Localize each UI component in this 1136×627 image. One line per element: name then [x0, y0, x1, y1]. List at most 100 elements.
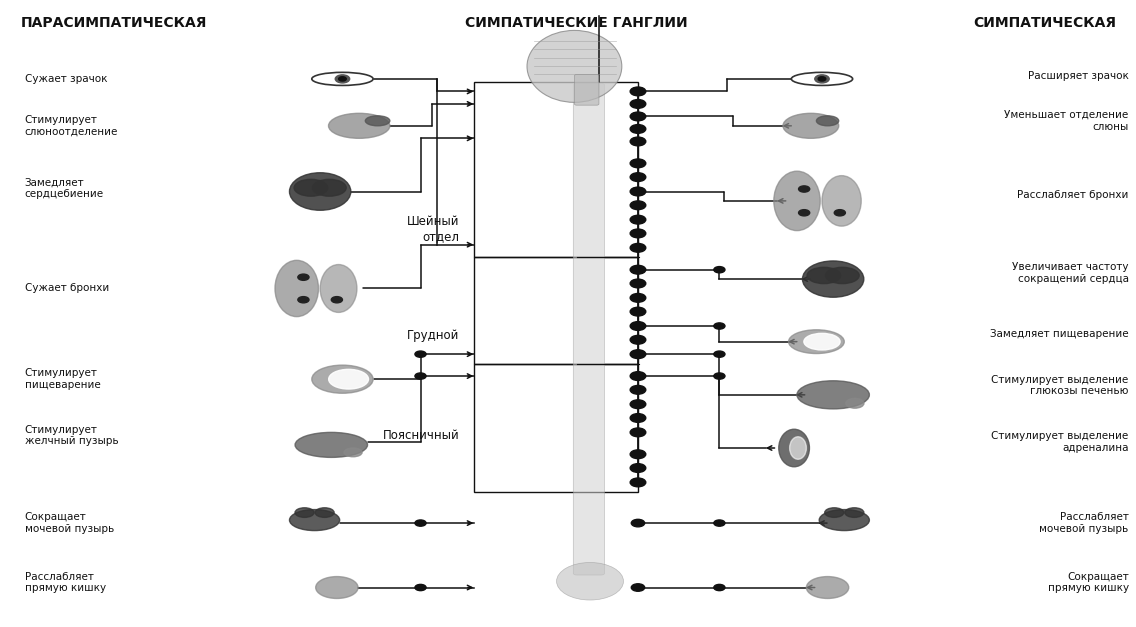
Circle shape	[630, 243, 645, 252]
Circle shape	[298, 297, 309, 303]
Ellipse shape	[804, 334, 841, 350]
Bar	[474, 257, 638, 364]
Text: Расслабляет бронхи: Расслабляет бронхи	[1017, 189, 1129, 199]
Text: Увеличивает частоту
сокращений сердца: Увеличивает частоту сокращений сердца	[1012, 262, 1129, 283]
Circle shape	[799, 186, 810, 192]
Text: Сокращает
мочевой пузырь: Сокращает мочевой пузырь	[25, 512, 114, 534]
Circle shape	[632, 350, 644, 358]
Circle shape	[339, 76, 346, 81]
Circle shape	[630, 125, 645, 134]
Ellipse shape	[311, 365, 373, 393]
Circle shape	[799, 209, 810, 216]
Ellipse shape	[295, 433, 368, 457]
Circle shape	[630, 187, 645, 196]
Circle shape	[632, 113, 644, 120]
Circle shape	[630, 463, 645, 472]
Circle shape	[713, 323, 725, 329]
Ellipse shape	[311, 72, 373, 85]
Circle shape	[630, 386, 645, 394]
Ellipse shape	[825, 508, 844, 517]
Text: Стимулирует
пищеварение: Стимулирует пищеварение	[25, 369, 100, 390]
Circle shape	[630, 215, 645, 224]
Ellipse shape	[807, 267, 841, 283]
Circle shape	[630, 372, 645, 381]
Ellipse shape	[295, 508, 314, 517]
Ellipse shape	[320, 265, 357, 312]
Circle shape	[630, 450, 645, 458]
Circle shape	[630, 307, 645, 316]
Circle shape	[415, 373, 426, 379]
Text: Расслабляет
мочевой пузырь: Расслабляет мочевой пузырь	[1039, 512, 1129, 534]
Circle shape	[815, 75, 829, 83]
Text: Стимулирует
слюноотделение: Стимулирует слюноотделение	[25, 115, 118, 137]
Circle shape	[630, 87, 645, 96]
Circle shape	[630, 335, 645, 344]
Ellipse shape	[807, 577, 849, 598]
Circle shape	[415, 351, 426, 357]
FancyBboxPatch shape	[574, 83, 604, 575]
Ellipse shape	[294, 179, 328, 196]
Text: СИМПАТИЧЕСКАЯ: СИМПАТИЧЕСКАЯ	[974, 16, 1117, 30]
Text: Замедляет
сердцебиение: Замедляет сердцебиение	[25, 177, 103, 199]
Circle shape	[834, 209, 845, 216]
Circle shape	[630, 172, 645, 181]
Circle shape	[713, 520, 725, 526]
Text: Сокращает
прямую кишку: Сокращает прямую кишку	[1047, 572, 1129, 593]
Text: Грудной: Грудной	[407, 329, 460, 342]
Circle shape	[415, 584, 426, 591]
Text: Стимулирует
желчный пузырь: Стимулирует желчный пузырь	[25, 424, 118, 446]
Circle shape	[630, 159, 645, 168]
Circle shape	[630, 478, 645, 487]
Ellipse shape	[779, 429, 810, 466]
Ellipse shape	[312, 179, 346, 196]
Ellipse shape	[774, 171, 820, 231]
Text: Шейный
отдел: Шейный отдел	[407, 215, 460, 243]
Ellipse shape	[845, 508, 863, 517]
Circle shape	[818, 76, 826, 81]
Circle shape	[630, 400, 645, 409]
Text: Стимулирует выделение
глюкозы печенью: Стимулирует выделение глюкозы печенью	[992, 375, 1129, 396]
Ellipse shape	[316, 577, 358, 598]
Circle shape	[335, 75, 350, 83]
Ellipse shape	[328, 369, 368, 389]
Ellipse shape	[366, 116, 390, 126]
Ellipse shape	[527, 31, 621, 102]
FancyBboxPatch shape	[575, 75, 599, 105]
Circle shape	[630, 201, 645, 209]
Text: Расширяет зрачок: Расширяет зрачок	[1028, 71, 1129, 81]
Ellipse shape	[315, 508, 334, 517]
Ellipse shape	[788, 330, 844, 354]
Circle shape	[630, 137, 645, 146]
Circle shape	[332, 297, 342, 303]
Text: Расслабляет
прямую кишку: Расслабляет прямую кишку	[25, 572, 106, 593]
Circle shape	[415, 520, 426, 526]
Text: СИМПАТИЧЕСКИЕ ГАНГЛИИ: СИМПАТИЧЕСКИЕ ГАНГЛИИ	[466, 16, 688, 30]
Ellipse shape	[790, 437, 807, 459]
Ellipse shape	[783, 113, 838, 139]
Text: Поясничный: Поясничный	[383, 429, 460, 442]
Circle shape	[713, 584, 725, 591]
Ellipse shape	[846, 398, 864, 408]
Ellipse shape	[792, 72, 853, 85]
Circle shape	[632, 187, 644, 195]
Text: Сужает бронхи: Сужает бронхи	[25, 283, 109, 293]
Circle shape	[630, 322, 645, 330]
Circle shape	[630, 279, 645, 288]
Ellipse shape	[819, 510, 869, 530]
Circle shape	[630, 350, 645, 359]
Ellipse shape	[826, 267, 859, 283]
Circle shape	[713, 351, 725, 357]
Circle shape	[632, 322, 644, 330]
Ellipse shape	[290, 510, 340, 530]
Circle shape	[632, 372, 644, 380]
Bar	[474, 82, 638, 257]
Bar	[474, 364, 638, 492]
Circle shape	[630, 100, 645, 108]
Circle shape	[630, 229, 645, 238]
Ellipse shape	[817, 116, 838, 126]
Text: Сужает зрачок: Сужает зрачок	[25, 74, 107, 84]
Circle shape	[298, 274, 309, 280]
Circle shape	[632, 584, 644, 591]
Text: Стимулирует выделение
адреналина: Стимулирует выделение адреналина	[992, 431, 1129, 453]
Circle shape	[632, 88, 644, 95]
